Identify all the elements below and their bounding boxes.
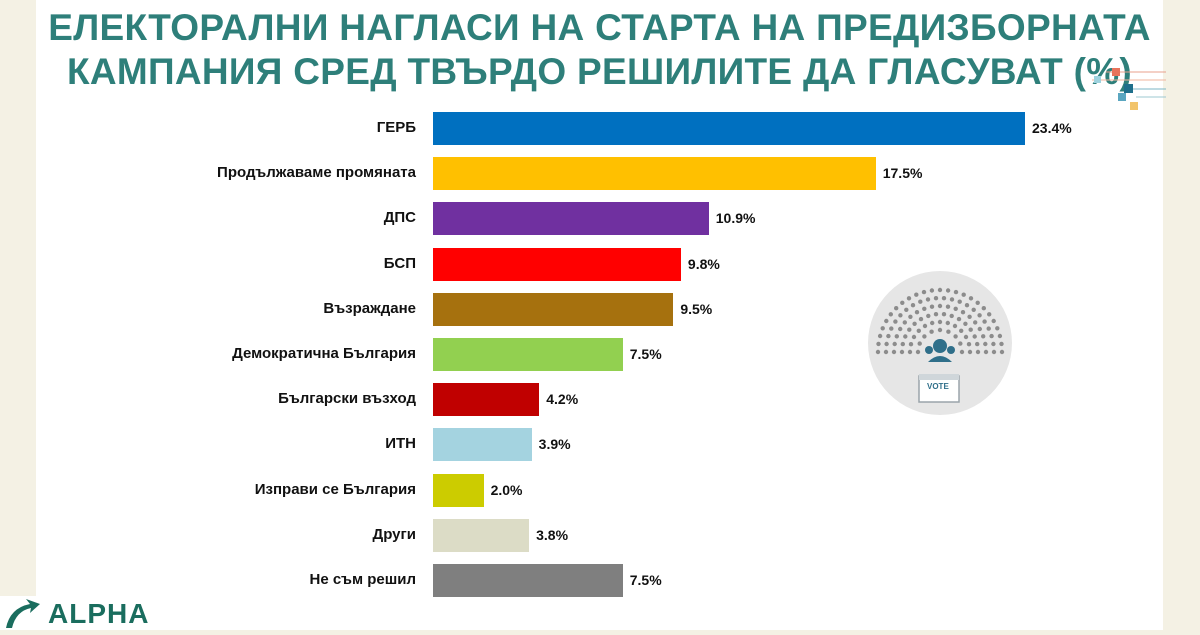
- bar: [433, 428, 532, 462]
- chart-title: ЕЛЕКТОРАЛНИ НАГЛАСИ НА СТАРТА НА ПРЕДИЗБ…: [36, 6, 1163, 94]
- category-label: Продължаваме промяната: [217, 164, 416, 182]
- bar: [433, 202, 709, 236]
- bar: [433, 518, 530, 552]
- bar: [433, 157, 876, 191]
- category-label: Изправи се България: [254, 480, 416, 498]
- bar: [433, 112, 1025, 145]
- category-label: ДПС: [383, 209, 416, 227]
- parliament-vote-badge-icon: VOTE: [868, 271, 1012, 415]
- category-label: ГЕРБ: [376, 119, 416, 136]
- value-label: 3.9%: [538, 436, 571, 453]
- value-label: 23.4%: [1032, 120, 1072, 136]
- decorative-lines-icon: [1092, 68, 1166, 110]
- category-label: ИТН: [385, 435, 416, 453]
- bar: [433, 564, 623, 597]
- value-label: 2.0%: [490, 481, 523, 498]
- category-label: Демократична България: [232, 345, 416, 362]
- bar: [433, 383, 540, 417]
- value-label: 7.5%: [629, 572, 662, 588]
- value-label: 4.2%: [546, 391, 579, 408]
- chart-title-line-1: ЕЛЕКТОРАЛНИ НАГЛАСИ НА СТАРТА НА ПРЕДИЗБ…: [48, 7, 1151, 48]
- category-label: Не съм решил: [309, 571, 416, 588]
- logo-text: ALPHA: [48, 598, 150, 629]
- chart-title-line-2: КАМПАНИЯ СРЕД ТВЪРДО РЕШИЛИТЕ ДА ГЛАСУВА…: [66, 51, 1133, 92]
- value-label: 10.9%: [715, 210, 756, 227]
- bar: [433, 292, 674, 326]
- category-label: Други: [372, 525, 416, 543]
- vote-label: VOTE: [927, 382, 949, 391]
- value-label: 17.5%: [882, 165, 923, 182]
- bar: [433, 247, 681, 281]
- logo-arrow-icon: [6, 599, 40, 628]
- bar: [433, 338, 623, 371]
- value-label: 7.5%: [629, 346, 662, 362]
- value-label: 3.8%: [536, 526, 569, 543]
- category-label: Възраждане: [323, 299, 416, 317]
- value-label: 9.8%: [687, 255, 720, 272]
- bar: [433, 473, 484, 507]
- value-label: 9.5%: [680, 300, 713, 317]
- alpha-logo: ALPHA: [0, 596, 192, 630]
- category-label: БСП: [383, 254, 416, 272]
- category-label: Български възход: [278, 390, 416, 408]
